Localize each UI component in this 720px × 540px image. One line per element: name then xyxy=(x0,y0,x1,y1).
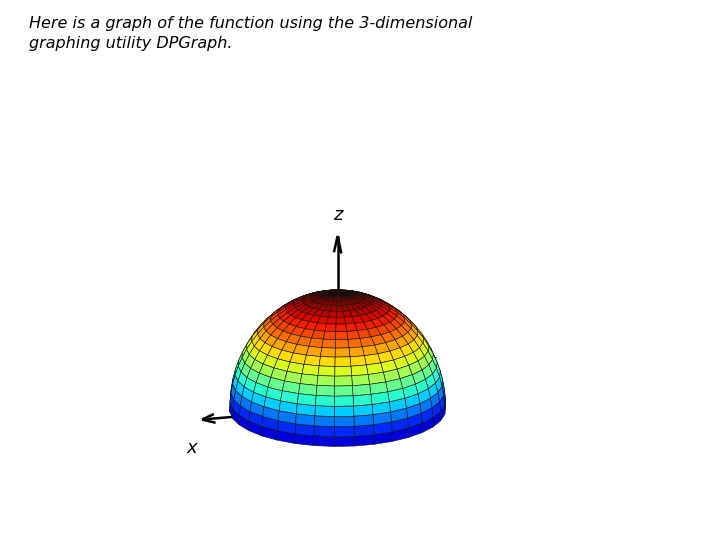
Text: Here is a graph of the function using the 3-dimensional
graphing utility DPGraph: Here is a graph of the function using th… xyxy=(29,16,472,51)
